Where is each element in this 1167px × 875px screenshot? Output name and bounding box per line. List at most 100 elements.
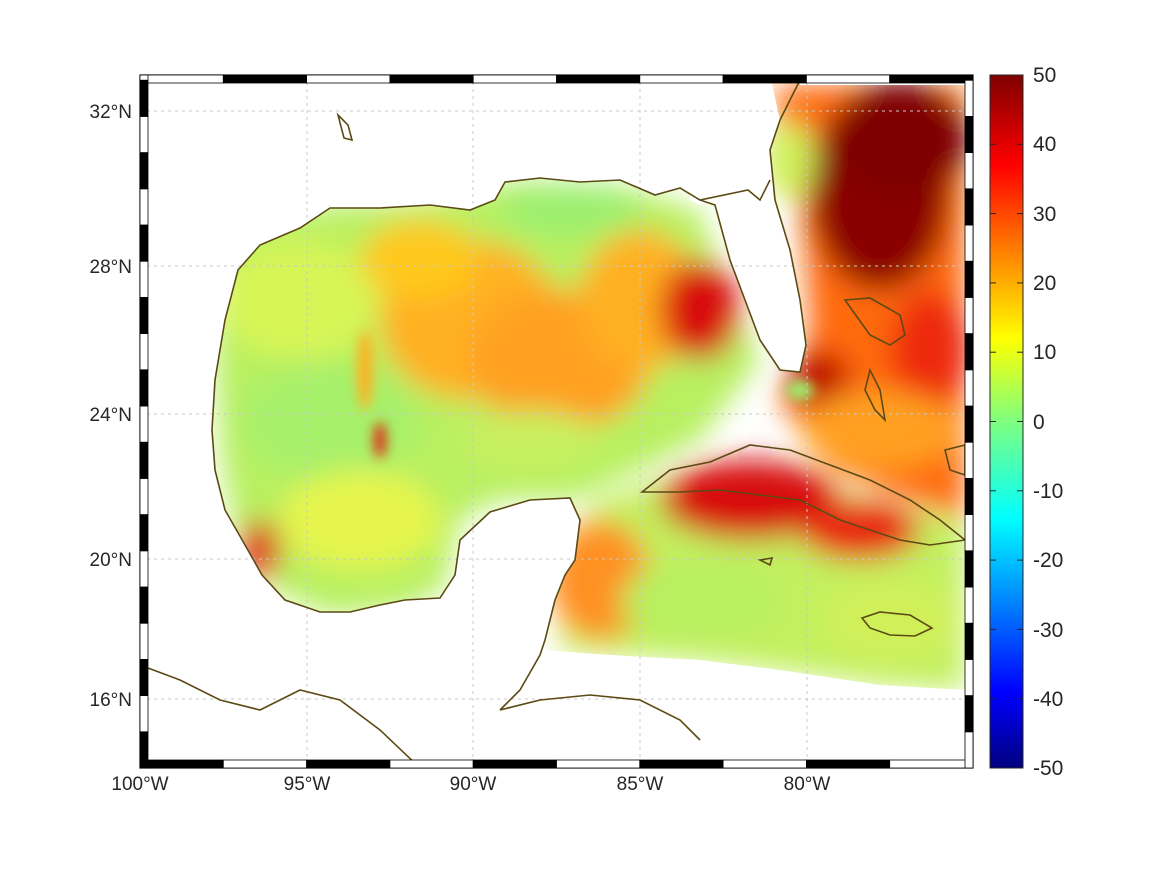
checker-bottom-segment — [389, 759, 474, 769]
checker-left-segment — [139, 224, 149, 262]
checker-left-segment — [139, 550, 149, 588]
lon-label-95: 95°W — [284, 774, 331, 795]
checker-top-segment — [639, 74, 724, 84]
lon-label-85: 85°W — [617, 774, 664, 795]
checker-right-segment — [964, 731, 974, 769]
checker-bottom-segment — [722, 759, 807, 769]
latitude-labels: 32°N 28°N 24°N 20°N 16°N — [90, 102, 132, 711]
colorbar: 50 40 30 20 10 0 -10 -20 -30 -40 -50 — [989, 64, 1063, 780]
lon-label-80: 80°W — [784, 774, 831, 795]
checker-left-segment — [139, 659, 149, 697]
checker-top-segment — [889, 74, 974, 84]
checker-right-segment — [964, 477, 974, 515]
checker-bottom-segment — [889, 759, 974, 769]
checker-right-segment — [964, 586, 974, 624]
coast-bahamas — [843, 297, 906, 346]
grid-lines — [140, 75, 973, 768]
colorbar-ticks — [990, 74, 1023, 769]
colorbar-label-m40: -40 — [1033, 688, 1063, 711]
checker-left-segment — [139, 441, 149, 479]
checker-left-segment — [139, 405, 149, 443]
checker-left-segment — [139, 369, 149, 407]
colorbar-label-m50: -50 — [1033, 757, 1063, 780]
checker-left-segment — [139, 74, 149, 81]
checker-right-segment — [964, 188, 974, 226]
checker-border-left — [139, 74, 149, 769]
checker-left-segment — [139, 333, 149, 371]
checker-right-segment — [964, 441, 974, 479]
coast-island-1 — [336, 112, 354, 142]
land-florida — [690, 75, 806, 372]
checker-right-segment — [964, 333, 974, 371]
checker-right-segment — [964, 79, 974, 117]
checker-bottom-segment — [306, 759, 391, 769]
colorbar-label-10: 10 — [1033, 341, 1056, 364]
checker-bottom-segment — [639, 759, 724, 769]
coast-central-america — [140, 664, 421, 768]
checker-top-segment — [306, 74, 391, 84]
checker-right-segment — [964, 116, 974, 154]
checker-top-segment — [472, 74, 557, 84]
checker-left-segment — [139, 152, 149, 190]
checker-top-segment — [139, 74, 224, 84]
checker-right-segment — [964, 369, 974, 407]
checker-left-segment — [139, 296, 149, 334]
checker-bottom-segment — [472, 759, 557, 769]
anomaly-field — [140, 75, 973, 768]
checker-bottom-segment — [556, 759, 641, 769]
colorbar-label-m10: -10 — [1033, 480, 1063, 503]
colorbar-label-50: 50 — [1033, 64, 1056, 87]
checker-right-segment — [964, 550, 974, 588]
lat-label-20: 20°N — [90, 550, 132, 571]
coast-gulf — [211, 177, 771, 711]
checker-left-segment — [139, 477, 149, 515]
checker-left-segment — [139, 79, 149, 117]
colorbar-label-30: 30 — [1033, 203, 1056, 226]
lon-label-100: 100°W — [111, 774, 168, 795]
coastlines — [140, 79, 967, 768]
checker-left-segment — [139, 731, 149, 769]
checker-right-segment — [964, 296, 974, 334]
coast-jamaica — [860, 611, 934, 637]
colorbar-label-m30: -30 — [1033, 619, 1063, 642]
checker-right-segment — [964, 622, 974, 660]
colorbar-label-40: 40 — [1033, 133, 1056, 156]
checker-border-right — [964, 74, 974, 769]
checker-bottom-segment — [222, 759, 308, 769]
colorbar-label-m20: -20 — [1033, 549, 1063, 572]
checker-right-segment — [964, 514, 974, 552]
checker-right-segment — [964, 152, 974, 190]
checker-border-bottom — [139, 759, 974, 769]
coast-honduras — [499, 694, 701, 741]
checker-top-segment — [389, 74, 474, 84]
coast-andros — [864, 367, 887, 423]
checker-border-top — [139, 74, 974, 84]
colorbar-label-0: 0 — [1033, 411, 1045, 434]
checker-right-segment — [964, 260, 974, 298]
checker-left-segment — [139, 260, 149, 298]
longitude-labels: 100°W 95°W 90°W 85°W 80°W — [111, 774, 830, 795]
checker-left-segment — [139, 586, 149, 624]
checker-top-segment — [806, 74, 891, 84]
lat-label-32: 32°N — [90, 102, 132, 123]
checker-top-segment — [556, 74, 641, 84]
checker-right-segment — [964, 224, 974, 262]
no-data-south — [420, 650, 965, 768]
checker-right-segment — [964, 405, 974, 443]
lat-label-16: 16°N — [90, 690, 132, 711]
checker-top-segment — [722, 74, 807, 84]
lon-label-90: 90°W — [450, 774, 497, 795]
checker-left-segment — [139, 188, 149, 226]
checker-top-segment — [222, 74, 308, 84]
checker-right-segment — [964, 695, 974, 733]
lat-label-24: 24°N — [90, 405, 132, 426]
colorbar-label-20: 20 — [1033, 272, 1056, 295]
checker-left-segment — [139, 695, 149, 733]
checker-right-segment — [964, 659, 974, 697]
lat-label-28: 28°N — [90, 257, 132, 278]
checker-left-segment — [139, 622, 149, 660]
coast-island-2 — [757, 557, 774, 567]
checker-bottom-segment — [806, 759, 891, 769]
coast-florida — [699, 79, 807, 373]
